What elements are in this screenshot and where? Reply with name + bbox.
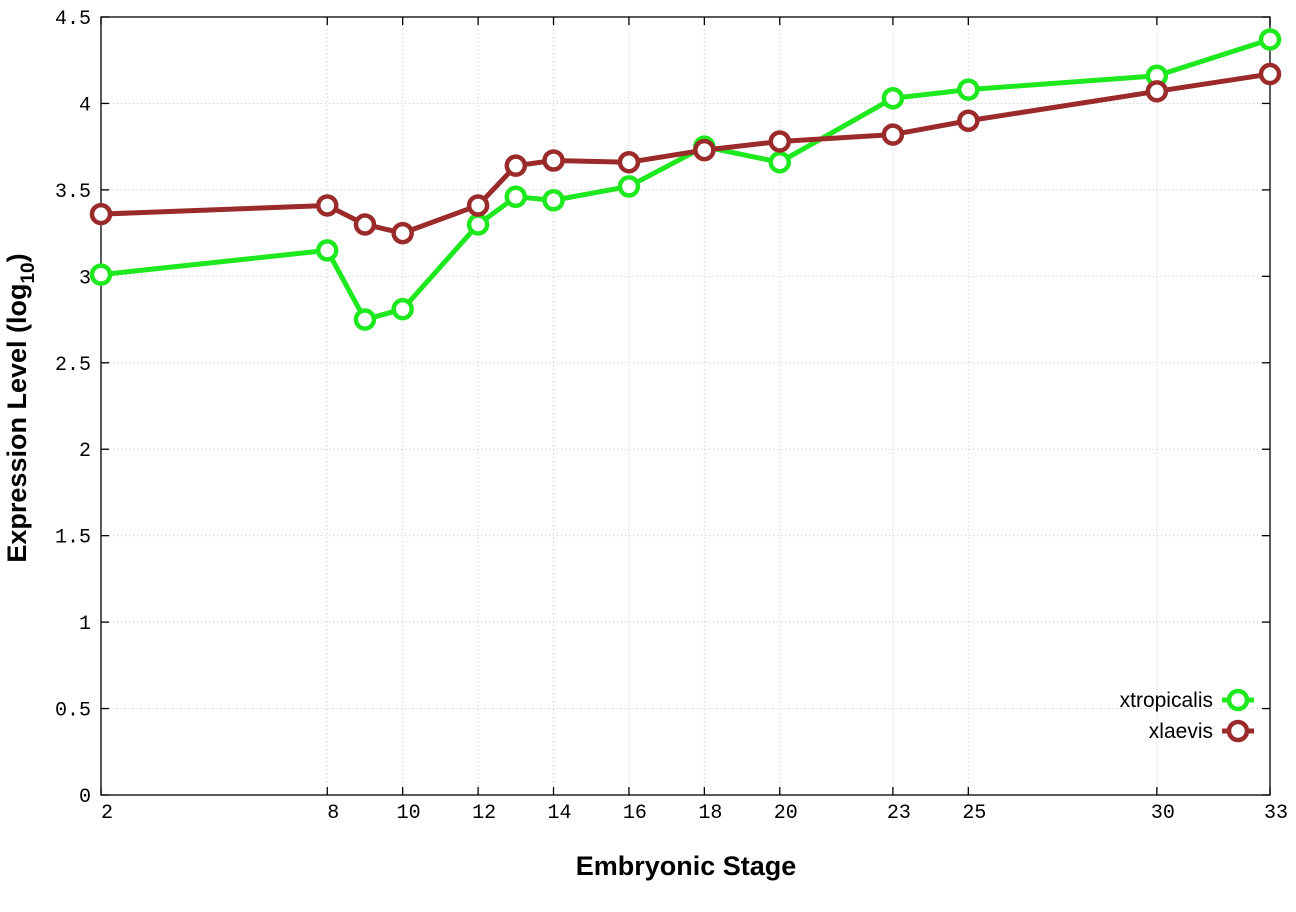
data-point-xlaevis [316, 194, 339, 217]
x-tick-label: 30 [1151, 802, 1175, 825]
data-point-xtropicalis [881, 87, 905, 110]
data-point-xlaevis [542, 149, 565, 172]
grid-layer [101, 17, 1270, 795]
data-point-xtropicalis [89, 263, 113, 286]
y-axis-title-main: Expression Level (log [2, 284, 32, 563]
data-point-xtropicalis [1258, 28, 1282, 51]
series-xlaevis [89, 62, 1282, 245]
data-point-xlaevis [881, 123, 905, 146]
legend-marker-xtropicalis [1226, 688, 1250, 712]
series-line-xtropicalis [100, 37, 1271, 323]
y-axis-title-subscript: 10 [18, 262, 39, 283]
axes-layer: 0 0.5 1 1.5 2 2.5 3 3.5 4 4.5 2 8 10 12 14 16 18 20 23 25 30… [55, 8, 1288, 825]
series-xtropicalis [89, 28, 1282, 331]
data-point-xtropicalis [617, 175, 641, 198]
y-tick-label: 4 [79, 94, 91, 117]
series-line-xlaevis [100, 71, 1271, 236]
x-tick-label: 20 [774, 802, 798, 825]
x-tick-label: 2 [101, 802, 113, 825]
data-point-xtropicalis [957, 78, 980, 101]
x-tick-label: 16 [623, 802, 647, 825]
y-axis-title-close: ) [2, 253, 32, 262]
x-tick-label: 8 [327, 802, 339, 825]
x-tick-label: 23 [887, 802, 911, 825]
y-tick-label: 1 [79, 613, 91, 636]
legend-label-xtropicalis: xtropicalis [1120, 689, 1213, 712]
data-point-xlaevis [957, 109, 980, 132]
data-point-xtropicalis [768, 150, 792, 174]
y-tick-label: 2 [79, 440, 91, 463]
series-layer [89, 28, 1282, 331]
data-point-xtropicalis [391, 297, 414, 321]
y-tick-label: 2.5 [55, 354, 91, 377]
y-tick-label: 1.5 [55, 527, 91, 550]
y-tick-label: 0 [79, 786, 91, 809]
y-tick-label: 4.5 [55, 8, 91, 31]
x-tick-label: 18 [698, 802, 722, 825]
data-point-xlaevis [353, 213, 377, 236]
data-point-xlaevis [391, 221, 414, 245]
plot-frame [100, 16, 1271, 796]
y-axis-title: Expression Level (log10) [2, 253, 39, 562]
y-tick-label: 0.5 [55, 700, 91, 723]
y-tick-label: 3.5 [55, 181, 91, 204]
legend-marker-xlaevis [1226, 719, 1250, 743]
x-tick-label: 25 [962, 802, 986, 825]
legend-label-xlaevis: xlaevis [1149, 720, 1213, 743]
data-point-xlaevis [466, 194, 490, 217]
y-tick-label: 3 [79, 267, 91, 290]
data-point-xtropicalis [504, 185, 528, 209]
data-point-xlaevis [89, 202, 113, 226]
data-point-xlaevis [1258, 62, 1282, 86]
data-point-xlaevis [693, 138, 716, 162]
x-tick-label: 12 [472, 802, 496, 825]
data-point-xtropicalis [466, 213, 490, 236]
x-axis-title: Embryonic Stage [576, 851, 797, 881]
data-point-xlaevis [1145, 80, 1169, 103]
data-point-xtropicalis [353, 308, 377, 331]
data-point-xtropicalis [542, 189, 565, 212]
data-point-xlaevis [617, 150, 641, 174]
x-tick-label: 10 [397, 802, 421, 825]
data-point-xlaevis [504, 154, 528, 177]
legend: xtropicalis xlaevis [1120, 688, 1254, 743]
data-point-xtropicalis [316, 239, 339, 262]
data-point-xlaevis [768, 130, 792, 153]
x-tick-label: 14 [548, 802, 572, 825]
x-tick-label: 33 [1264, 802, 1288, 825]
